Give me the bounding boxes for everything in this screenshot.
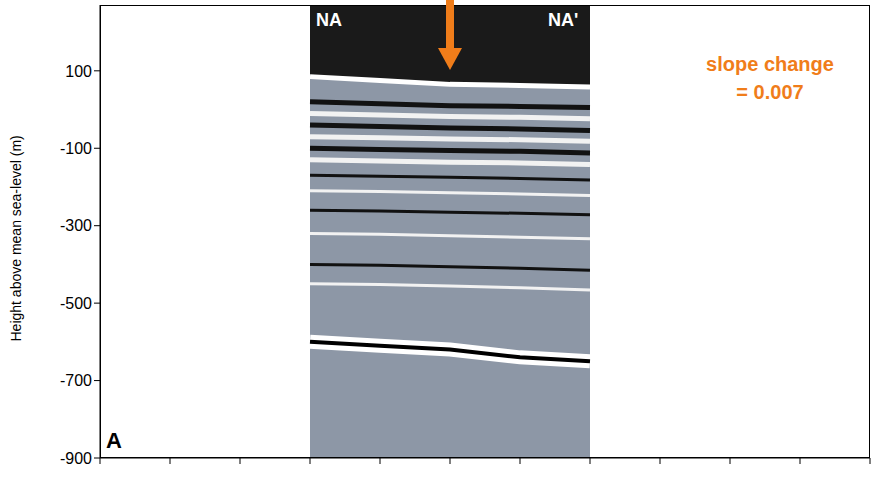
html-text:A: A	[106, 428, 122, 453]
html-text:= 0.007: = 0.007	[736, 81, 804, 103]
svg-text:-900: -900	[60, 450, 92, 467]
svg-text:-100: -100	[60, 140, 92, 157]
html-text:NA: NA	[316, 10, 342, 30]
svg-text:Height above mean sea-level (m: Height above mean sea-level (m)	[8, 135, 24, 341]
svg-text:100: 100	[65, 63, 92, 80]
html-text:slope change: slope change	[706, 53, 834, 75]
html-text:NA': NA'	[548, 10, 579, 30]
svg-text:-700: -700	[60, 372, 92, 389]
svg-text:-300: -300	[60, 217, 92, 234]
svg-text:-500: -500	[60, 295, 92, 312]
